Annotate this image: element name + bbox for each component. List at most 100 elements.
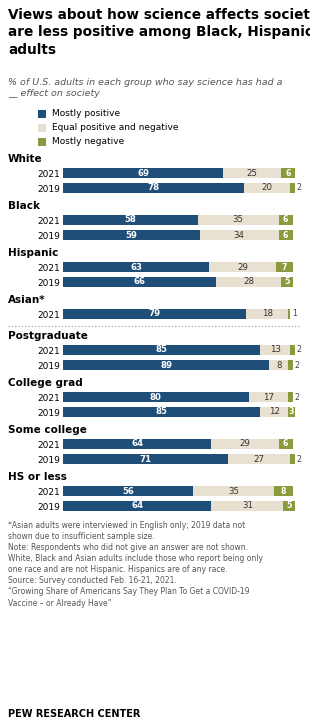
Text: 27: 27 bbox=[254, 454, 264, 464]
Text: 5: 5 bbox=[284, 278, 290, 286]
Text: 78: 78 bbox=[148, 183, 160, 193]
Text: 6: 6 bbox=[283, 440, 289, 449]
Bar bbox=[288, 309, 290, 319]
Text: Asian*: Asian* bbox=[8, 295, 46, 305]
Text: 2021: 2021 bbox=[37, 441, 60, 450]
Text: 2: 2 bbox=[296, 183, 302, 193]
Text: 2021: 2021 bbox=[37, 489, 60, 497]
Bar bbox=[63, 486, 193, 496]
Bar bbox=[260, 407, 288, 417]
Text: 25: 25 bbox=[246, 169, 258, 177]
Bar bbox=[223, 168, 281, 178]
Bar bbox=[260, 345, 290, 355]
Bar bbox=[63, 262, 209, 272]
Text: 63: 63 bbox=[130, 262, 142, 271]
Text: 2: 2 bbox=[294, 361, 299, 369]
Text: White: White bbox=[8, 154, 43, 164]
Bar bbox=[63, 360, 269, 370]
Text: 35: 35 bbox=[228, 486, 239, 496]
Text: 7: 7 bbox=[282, 262, 287, 271]
Bar bbox=[279, 215, 293, 225]
Bar bbox=[249, 392, 288, 402]
Text: 2019: 2019 bbox=[37, 362, 60, 371]
Text: Black: Black bbox=[8, 201, 40, 211]
Text: 2021: 2021 bbox=[37, 311, 60, 321]
Bar bbox=[63, 501, 211, 511]
Bar bbox=[63, 168, 223, 178]
Bar bbox=[290, 183, 295, 193]
Text: Postgraduate: Postgraduate bbox=[8, 331, 88, 341]
Text: % of U.S. adults in each group who say science has had a
__ effect on society: % of U.S. adults in each group who say s… bbox=[8, 78, 282, 98]
Bar bbox=[63, 407, 260, 417]
Bar bbox=[288, 407, 295, 417]
Bar bbox=[63, 439, 211, 449]
Bar bbox=[63, 392, 249, 402]
Text: 2021: 2021 bbox=[37, 217, 60, 226]
Text: Some college: Some college bbox=[8, 425, 87, 435]
Bar bbox=[244, 183, 290, 193]
Text: 2021: 2021 bbox=[37, 394, 60, 403]
Text: 2021: 2021 bbox=[37, 265, 60, 273]
Bar bbox=[277, 262, 293, 272]
Text: 5: 5 bbox=[286, 502, 292, 510]
Bar bbox=[211, 439, 279, 449]
Text: Note: Respondents who did not give an answer are not shown.
White, Black and Asi: Note: Respondents who did not give an an… bbox=[8, 543, 263, 608]
Text: 85: 85 bbox=[156, 345, 167, 355]
Text: Equal positive and negative: Equal positive and negative bbox=[52, 124, 179, 132]
Text: 64: 64 bbox=[131, 440, 143, 449]
Text: 12: 12 bbox=[269, 408, 280, 417]
Bar bbox=[63, 277, 216, 287]
Text: 2: 2 bbox=[294, 393, 299, 401]
Text: 28: 28 bbox=[243, 278, 254, 286]
Bar bbox=[38, 124, 46, 132]
Bar bbox=[281, 168, 295, 178]
Bar bbox=[63, 454, 228, 464]
Text: 2019: 2019 bbox=[37, 503, 60, 513]
Text: 79: 79 bbox=[148, 310, 161, 318]
Text: Mostly negative: Mostly negative bbox=[52, 137, 124, 147]
Bar bbox=[211, 501, 283, 511]
Text: 3: 3 bbox=[289, 408, 294, 417]
Text: 29: 29 bbox=[240, 440, 250, 449]
Text: 66: 66 bbox=[134, 278, 146, 286]
Bar bbox=[216, 277, 281, 287]
Text: 2019: 2019 bbox=[37, 409, 60, 418]
Text: 31: 31 bbox=[242, 502, 253, 510]
Text: College grad: College grad bbox=[8, 378, 83, 388]
Text: 2021: 2021 bbox=[37, 170, 60, 180]
Bar bbox=[200, 230, 279, 240]
Bar bbox=[246, 309, 288, 319]
Bar bbox=[209, 262, 277, 272]
Text: 2019: 2019 bbox=[37, 185, 60, 194]
Text: 1: 1 bbox=[292, 310, 297, 318]
Text: 71: 71 bbox=[139, 454, 151, 464]
Text: 59: 59 bbox=[126, 230, 137, 239]
Text: *Asian adults were interviewed in English only; 2019 data not
shown due to insuf: *Asian adults were interviewed in Englis… bbox=[8, 521, 245, 541]
Bar bbox=[38, 110, 46, 118]
Text: 85: 85 bbox=[156, 408, 167, 417]
Text: 8: 8 bbox=[276, 361, 281, 369]
Text: 2: 2 bbox=[296, 454, 302, 464]
Text: 20: 20 bbox=[262, 183, 273, 193]
Text: 6: 6 bbox=[285, 169, 291, 177]
Bar bbox=[38, 138, 46, 146]
Text: 56: 56 bbox=[122, 486, 134, 496]
Text: 80: 80 bbox=[150, 393, 162, 401]
Bar bbox=[63, 183, 244, 193]
Text: 69: 69 bbox=[137, 169, 149, 177]
Bar bbox=[269, 360, 288, 370]
Text: 2021: 2021 bbox=[37, 348, 60, 356]
Bar bbox=[274, 486, 293, 496]
Text: 6: 6 bbox=[283, 230, 289, 239]
Bar bbox=[197, 215, 279, 225]
Bar bbox=[63, 309, 246, 319]
Text: 2: 2 bbox=[296, 345, 302, 355]
Text: 64: 64 bbox=[131, 502, 143, 510]
Bar bbox=[63, 230, 200, 240]
Bar bbox=[279, 439, 293, 449]
Text: 29: 29 bbox=[237, 262, 248, 271]
Bar bbox=[228, 454, 290, 464]
Text: Mostly positive: Mostly positive bbox=[52, 110, 120, 119]
Bar bbox=[281, 277, 293, 287]
Bar bbox=[290, 345, 295, 355]
